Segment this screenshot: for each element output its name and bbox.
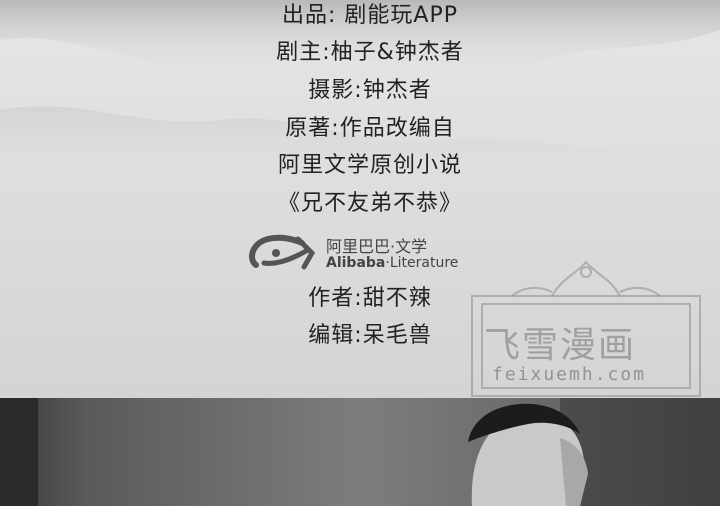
photo-strip — [0, 398, 720, 506]
ink-wash-mountains — [0, 0, 720, 180]
alibaba-literature-logo: 阿里巴巴·文学 Alibaba·Literature — [246, 229, 486, 277]
logo-english-bold: Alibaba — [326, 255, 386, 271]
watermark-frame-icon — [471, 260, 701, 397]
watermark-chinese: 飞雪漫画 — [484, 325, 637, 366]
logo-chinese-text: 阿里巴巴·文学 — [326, 237, 428, 256]
logo-english-rest: ·Literature — [385, 255, 459, 271]
credit-producer: 出品: 剧能玩APP — [282, 3, 458, 28]
alibaba-logo-icon — [249, 234, 316, 270]
credit-source: 阿里文学原创小说 — [277, 153, 462, 178]
credit-author: 作者:甜不辣 — [308, 286, 432, 311]
watermark-url: feixuemh.com — [492, 364, 647, 385]
credit-photography: 摄影:钟杰者 — [308, 78, 432, 103]
credit-director: 剧主:柚子&钟杰者 — [276, 40, 464, 65]
credit-original: 原著:作品改编自 — [285, 116, 455, 141]
credit-novel-title: 《兄不友弟不恭》 — [277, 191, 462, 216]
credit-editor: 编辑:呆毛兽 — [308, 323, 432, 348]
site-watermark: 飞雪漫画 feixuemh.com — [452, 256, 720, 406]
person-portrait-icon — [0, 398, 720, 506]
logo-english-text: Alibaba·Literature — [326, 255, 458, 271]
